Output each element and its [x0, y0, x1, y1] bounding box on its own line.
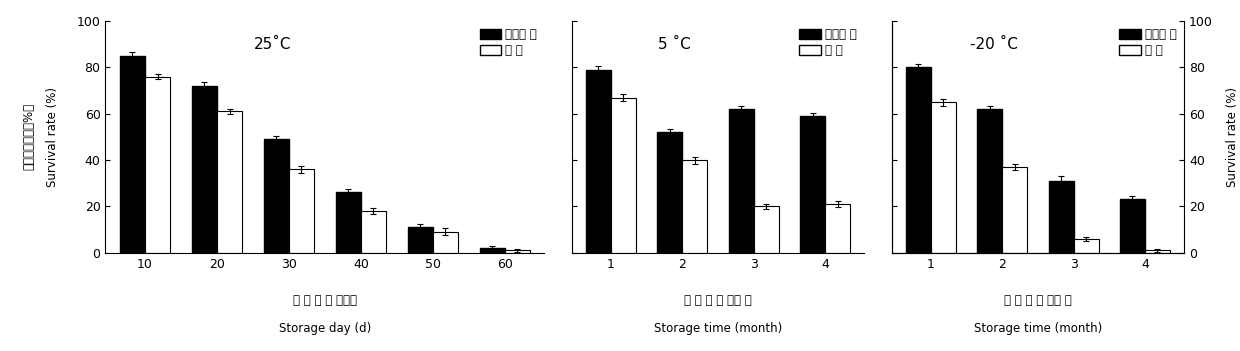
Bar	[1002, 167, 1027, 253]
Bar	[1145, 250, 1169, 253]
Bar	[480, 248, 505, 253]
Bar	[729, 109, 754, 253]
Bar	[217, 111, 242, 253]
Text: 酵母菌存活率（%）: 酵母菌存活率（%）	[22, 103, 35, 171]
Text: 贮 藏 时 间 （月 ）: 贮 藏 时 间 （月 ）	[684, 294, 751, 307]
Text: Survival rate (%): Survival rate (%)	[46, 87, 60, 187]
Bar	[408, 227, 433, 253]
Text: 贮 藏 时 间 （天）: 贮 藏 时 间 （天）	[293, 294, 357, 307]
Bar	[754, 206, 779, 253]
Legend: 液体菌 剂, 对 照: 液体菌 剂, 对 照	[479, 27, 538, 58]
Text: 5 ˚C: 5 ˚C	[657, 37, 691, 52]
Legend: 液体菌 剂, 对 照: 液体菌 剂, 对 照	[799, 27, 858, 58]
Bar	[682, 160, 707, 253]
Bar	[657, 132, 682, 253]
Bar	[361, 211, 386, 253]
Text: Storage time (month): Storage time (month)	[653, 322, 782, 335]
Bar	[611, 98, 636, 253]
Bar	[906, 67, 931, 253]
Bar	[192, 86, 217, 253]
Bar	[145, 77, 170, 253]
Bar	[289, 169, 314, 253]
Bar	[336, 192, 361, 253]
Bar	[433, 232, 458, 253]
Bar	[587, 70, 611, 253]
Bar	[825, 204, 849, 253]
Bar	[931, 102, 956, 253]
Text: -20 ˚C: -20 ˚C	[970, 37, 1018, 52]
Bar	[1074, 239, 1099, 253]
Bar	[977, 109, 1002, 253]
Bar	[120, 56, 145, 253]
Bar	[264, 139, 289, 253]
Text: Storage time (month): Storage time (month)	[973, 322, 1102, 335]
Bar	[1049, 181, 1074, 253]
Text: Storage day (d): Storage day (d)	[279, 322, 371, 335]
Legend: 液体菌 剂, 对 照: 液体菌 剂, 对 照	[1118, 27, 1178, 58]
Bar	[1120, 199, 1145, 253]
Text: Survival rate (%): Survival rate (%)	[1226, 87, 1239, 187]
Bar	[800, 116, 825, 253]
Text: 25˚C: 25˚C	[253, 37, 291, 52]
Bar	[505, 250, 529, 253]
Text: 贮 藏 时 间 （月 ）: 贮 藏 时 间 （月 ）	[1004, 294, 1071, 307]
